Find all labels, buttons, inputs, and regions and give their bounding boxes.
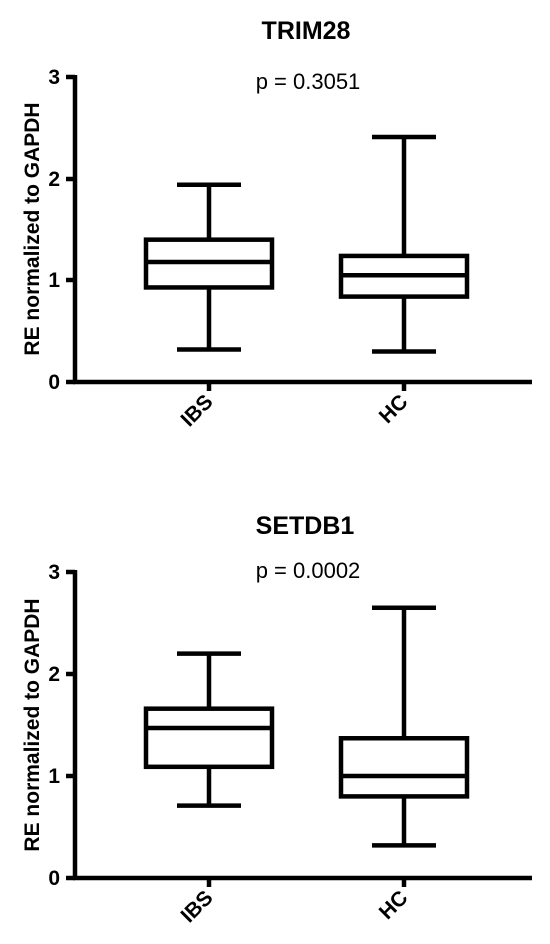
y-tick-label: 0 [48,371,60,394]
box-ibs [143,182,275,352]
y-tick-label: 2 [48,663,60,686]
p-value-annotation: p = 0.0002 [256,558,361,583]
chart-title: SETDB1 [256,512,355,540]
y-tick-label: 1 [48,269,60,292]
box-series [143,134,470,354]
y-tick-label: 3 [48,66,60,89]
chart-title: TRIM28 [262,17,351,45]
y-axis: 3 2 1 0 [48,561,78,890]
x-tick-label-ibs: IBS [177,886,218,927]
x-axis: IBS HC [73,875,532,927]
x-tick-label-hc: HC [375,390,413,428]
y-tick-label: 2 [48,168,60,191]
chart-panel-trim28: TRIM28 p = 0.3051 RE normalized to GAPDH… [21,17,532,431]
box-series [143,605,470,848]
y-tick-label: 3 [48,561,60,584]
y-tick-label: 0 [48,867,60,890]
x-tick-label-hc: HC [375,886,413,924]
box-hc [338,134,470,354]
x-tick-label-ibs: IBS [177,390,218,431]
x-axis: IBS HC [73,379,532,431]
y-axis-label: RE normalized to GAPDH [21,598,44,851]
iqr-box [143,706,275,770]
chart-panel-setdb1: SETDB1 p = 0.0002 RE normalized to GAPDH… [21,512,532,927]
iqr-box [338,736,470,799]
y-axis-label: RE normalized to GAPDH [21,102,44,355]
box-ibs [143,651,275,808]
p-value-annotation: p = 0.3051 [256,69,361,94]
y-axis: 3 2 1 0 [48,66,78,394]
box-hc [338,605,470,848]
y-tick-label: 1 [48,765,60,788]
